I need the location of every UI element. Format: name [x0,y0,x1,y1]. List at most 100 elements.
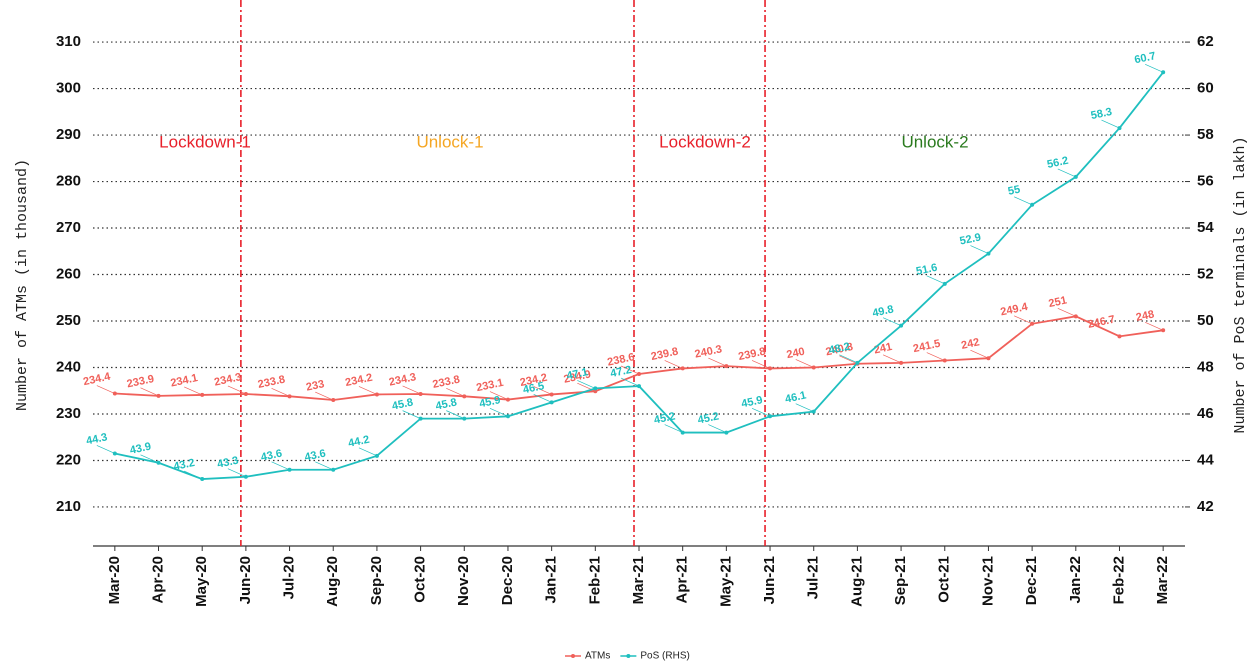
data-label: 60.7 [1133,50,1156,66]
data-label: 43.9 [129,441,152,457]
label-leader [1145,63,1164,73]
label-leader [751,407,771,417]
data-label: 249.4 [999,301,1029,319]
legend-dot [571,654,575,658]
x-tick-label: Feb-22 [1110,556,1127,604]
x-tick-label: Oct-20 [412,556,429,603]
data-label: 55 [1007,184,1021,198]
y-tick-label: 260 [56,265,81,282]
y-tick-label: 300 [56,80,81,97]
data-label: 45.8 [435,396,458,412]
label-leader [446,410,465,419]
y2-tick-label: 46 [1197,405,1214,422]
data-label: 242 [960,336,980,352]
label-leader [751,360,771,369]
data-label: 234.2 [519,372,548,389]
series-line [114,71,1164,480]
x-tick-label: Nov-20 [455,556,472,606]
data-label: 234.9 [563,368,592,385]
data-label: 233.1 [475,377,504,394]
data-label: 240.3 [694,343,723,360]
label-leader [664,360,683,369]
data-label: 43.6 [260,448,283,464]
x-tick-label: Jan-22 [1067,556,1084,604]
data-label: 240 [785,346,805,362]
label-leader [227,385,247,395]
label-leader [489,407,509,417]
y-axis-title: Number of ATMs (in thousand) [14,159,31,411]
y2-tick-label: 60 [1197,80,1214,97]
x-tick-label: Sep-21 [892,556,909,605]
y2-tick-label: 42 [1197,498,1214,515]
x-tick-label: Mar-22 [1154,556,1171,604]
y-tick-label: 270 [56,219,81,236]
x-tick-label: Feb-21 [586,556,603,604]
data-label: 44.3 [85,431,108,447]
label-leader [184,386,203,396]
data-label: 44.2 [347,434,370,450]
data-label: 43.2 [172,457,195,473]
label-leader [1013,196,1033,206]
data-label: 45.9 [478,394,501,410]
label-leader [402,385,421,395]
label-leader [839,354,858,364]
data-label: 234.3 [388,371,417,388]
label-leader [1101,328,1120,337]
x-tick-label: May-21 [717,556,734,607]
label-leader [315,461,334,471]
label-leader [227,468,247,478]
label-leader [1013,315,1033,325]
data-label: 248 [1135,308,1155,324]
data-label: 246.7 [1087,314,1116,331]
data-label: 49.8 [871,303,894,319]
data-label: 47.1 [566,366,589,382]
x-tick-label: May-20 [193,556,210,607]
label-leader [271,387,290,397]
x-tick-label: Oct-21 [936,556,953,603]
label-leader [358,447,378,457]
x-tick-label: Jun-21 [761,556,778,604]
data-label: 48.2 [828,341,851,357]
label-leader [402,410,421,419]
data-label: 240.8 [825,341,854,358]
label-leader [577,380,596,389]
x-tick-label: Dec-21 [1023,556,1040,605]
data-label: 51.6 [915,262,938,278]
y2-tick-label: 56 [1197,173,1214,190]
y2-tick-label: 50 [1197,312,1214,329]
x-tick-label: Nov-21 [979,556,996,606]
data-label: 46.5 [522,380,545,396]
label-leader [708,357,727,367]
y2-tick-label: 54 [1197,219,1214,236]
label-leader [533,386,552,395]
label-leader [1057,168,1076,178]
data-label: 43.3 [216,455,239,471]
x-tick-label: Dec-20 [499,556,516,605]
data-label: 58.3 [1090,106,1113,122]
x-tick-label: Apr-21 [674,556,691,604]
x-tick-label: Jun-20 [237,556,254,604]
label-leader [446,387,465,397]
data-label: 239.8 [737,346,766,363]
data-label: 43.6 [303,448,326,464]
data-label: 238.6 [606,351,635,368]
data-label: 234.3 [213,371,242,388]
label-leader [489,391,509,400]
legend-label: ATMs [585,651,610,662]
label-leader [315,391,334,401]
label-leader [140,454,159,464]
label-leader [533,394,552,403]
x-tick-label: Sep-20 [368,556,385,605]
y2-axis-title: Number of PoS terminals (in lakh) [1232,136,1249,433]
label-leader [96,385,115,394]
label-leader [620,377,640,387]
label-leader [926,352,945,361]
y-tick-label: 310 [56,33,81,50]
data-label: 239.8 [650,346,679,363]
data-label: 47.2 [609,364,632,380]
y2-tick-label: 52 [1197,265,1214,282]
x-tick-label: Jan-21 [543,556,560,604]
data-label: 241.5 [912,338,941,355]
x-tick-label: Aug-21 [848,556,865,607]
